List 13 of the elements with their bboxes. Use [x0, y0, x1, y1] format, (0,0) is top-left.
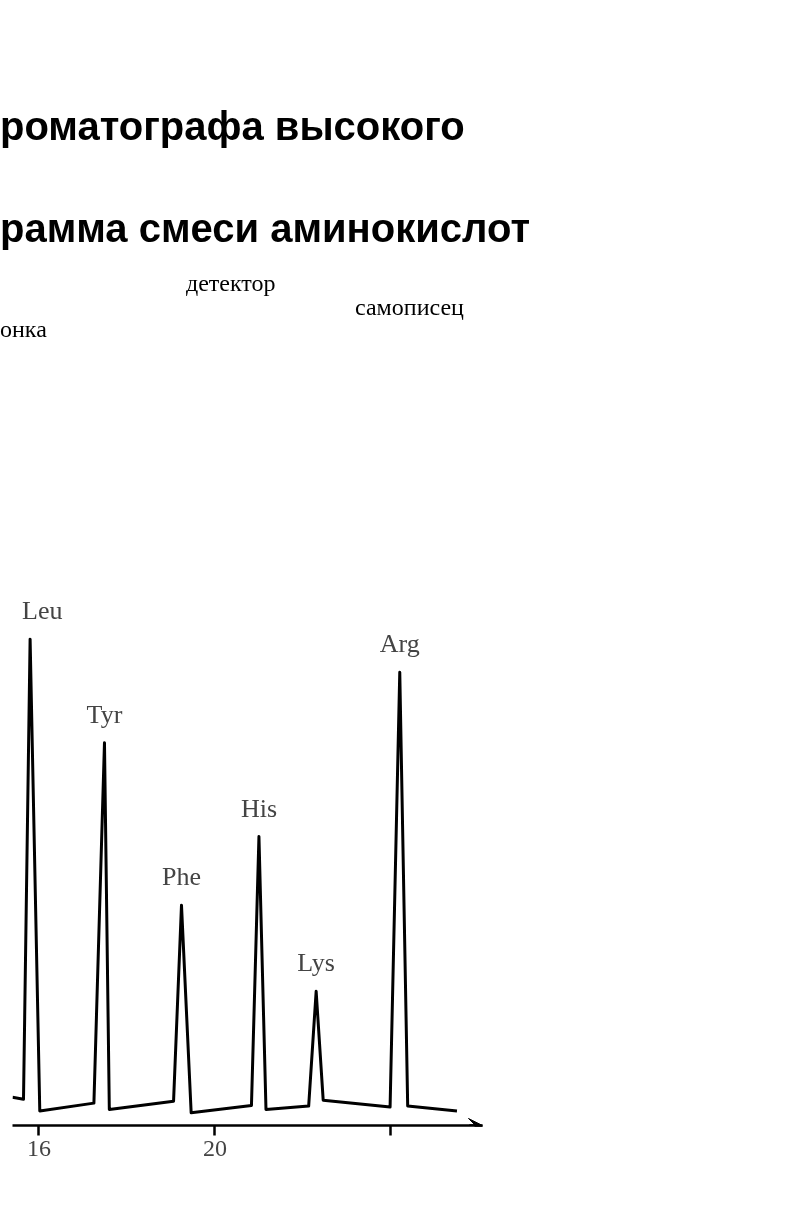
annotation: Arg — [379, 629, 420, 659]
annotation: Phe — [161, 862, 201, 892]
annotation: His — [240, 793, 278, 823]
chart-title: роматографа высокого — [0, 103, 465, 150]
annotation: Lys — [297, 948, 335, 978]
text: детектор — [186, 269, 276, 298]
annotation: Leu — [22, 596, 63, 626]
text: самописец — [355, 293, 464, 322]
x-tick-label: 16 — [26, 1134, 51, 1161]
x-tick-label: 20 — [202, 1134, 227, 1161]
text: онка — [0, 315, 47, 344]
chart-subtitle: рамма смеси аминокислот — [0, 205, 530, 252]
annotation: Tyr — [86, 699, 123, 729]
